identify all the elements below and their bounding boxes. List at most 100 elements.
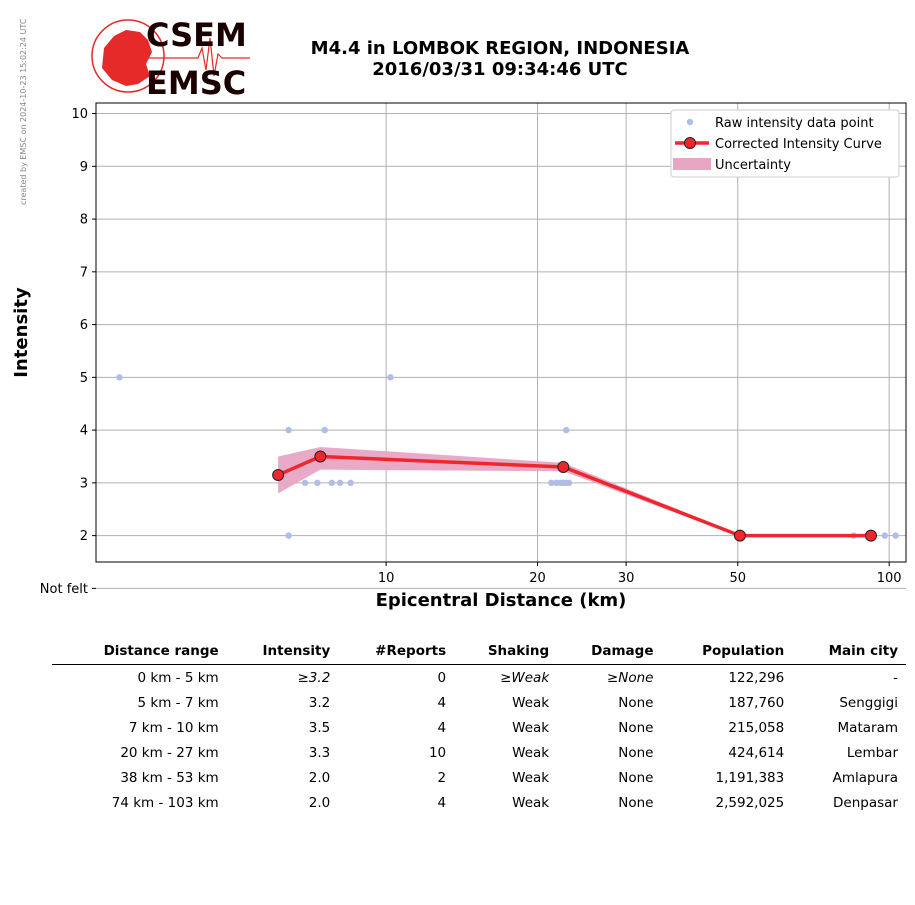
raw-data-point (565, 479, 573, 487)
table-cell: Senggigi (839, 694, 898, 711)
logo-text-csem: CSEM (146, 18, 247, 54)
table-cell: 38 km - 53 km (120, 769, 219, 786)
table-cell: 4 (437, 719, 447, 736)
title-line-1: M4.4 in LOMBOK REGION, INDONESIA (310, 38, 690, 59)
y-tick-label: 9 (80, 160, 88, 175)
table-header-cell: #Reports (338, 640, 455, 665)
table-body: 0 km - 5 km ≥3.2 0 ≥Weak ≥None 122,296 - 5 km -… (52, 665, 906, 816)
legend-swatch-curve-marker (684, 137, 696, 149)
logo-globe-circle (91, 19, 165, 93)
table-header-cell: Intensity (226, 640, 339, 665)
table-cell: None (618, 744, 654, 761)
table-cell: Weak (512, 744, 550, 761)
x-axis-label: Epicentral Distance (km) (376, 590, 627, 611)
x-tick-label: 10 (378, 571, 395, 586)
table-cell: 4 (437, 794, 447, 811)
x-tick-label: 30 (618, 571, 635, 586)
legend-label: Corrected Intensity Curve (715, 137, 882, 152)
raw-data-point (881, 532, 888, 539)
y-tick-label: 5 (80, 371, 88, 386)
x-tick-label: 50 (729, 571, 746, 586)
table-cell: Lembar (846, 744, 898, 761)
y-tick-label: Not felt (40, 582, 88, 597)
y-tick-label: 10 (71, 107, 88, 122)
legend-label: Uncertainty (715, 158, 791, 173)
plot-frame (95, 102, 907, 563)
table-cell: None (618, 769, 654, 786)
table-cell: 1,191,383 (715, 769, 785, 786)
table-header-cell: Damage (557, 640, 662, 665)
raw-data-point (285, 426, 292, 434)
table-header-row: Distance range Intensity #Reports Shaking Da… (52, 640, 906, 665)
raw-data-point (328, 479, 336, 487)
chart-title: M4.4 in LOMBOK REGION, INDONESIA 2016/03… (255, 38, 745, 80)
y-tick-label: 8 (80, 213, 88, 228)
table-cell: 187,760 (728, 694, 785, 711)
table-cell: Amlapura (832, 769, 898, 786)
table-header-cell: Distance range (52, 640, 227, 665)
curve-marker (272, 468, 285, 481)
table-cell: 10 (428, 744, 447, 761)
table-row: 74 km - 103 km 2.0 4 Weak None 2,592,025 Denpa… (52, 790, 906, 815)
table-cell: 2.0 (308, 794, 331, 811)
uncertainty-band (278, 446, 871, 537)
table-cell: Weak (512, 769, 550, 786)
curve-marker (864, 529, 877, 542)
raw-data-point (301, 479, 309, 487)
table-header-cell: Main city (792, 640, 906, 665)
legend-box (670, 109, 900, 178)
table-cell: 424,614 (728, 744, 785, 761)
raw-data-point (892, 532, 899, 539)
raw-data-point (562, 426, 570, 434)
table-cell: None (618, 719, 654, 736)
table-cell: ≥Weak (500, 669, 550, 686)
table-cell: 2,592,025 (715, 794, 785, 811)
table-cell: 122,296 (728, 669, 785, 686)
table-row: 5 km - 7 km 3.2 4 Weak None 187,760 Senggigi (52, 690, 906, 715)
curve-marker (557, 461, 570, 474)
logo-seismogram-line (148, 37, 250, 77)
table-cell: Denpasar (833, 794, 898, 811)
legend-label: Raw intensity data point (715, 116, 874, 131)
table-cell: 0 (437, 669, 447, 686)
raw-data-point (321, 426, 328, 434)
table-cell: 5 km - 7 km (137, 694, 219, 711)
table-cell: 7 km - 10 km (128, 719, 219, 736)
table-cell: Weak (512, 794, 550, 811)
intensity-summary-table: Distance range Intensity #Reports Shaking Da… (52, 640, 906, 815)
table-cell: Weak (512, 694, 550, 711)
table-header-cell: Population (661, 640, 793, 665)
table-cell: None (618, 694, 654, 711)
legend-swatch-uncertainty (673, 158, 711, 170)
y-tick-label: 2 (80, 529, 88, 544)
y-tick-label: 4 (80, 424, 88, 439)
table-row: 38 km - 53 km 2.0 2 Weak None 1,191,383 Amlapu… (52, 765, 906, 790)
logo-map-shape (102, 30, 152, 86)
y-tick-label: 3 (80, 476, 88, 491)
raw-data-point (314, 479, 321, 487)
curve-marker (733, 529, 746, 542)
table-row: 7 km - 10 km 3.5 4 Weak None 215,058 Mataram (52, 715, 906, 740)
table-cell: ≥3.2 (297, 669, 331, 686)
title-line-2: 2016/03/31 09:34:46 UTC (372, 59, 628, 80)
csem-emsc-logo: CSEM EMSC (91, 18, 250, 98)
x-tick-label: 20 (529, 571, 546, 586)
raw-data-point (548, 479, 555, 487)
table-cell: 3.2 (308, 694, 331, 711)
table-cell: None (618, 794, 654, 811)
table-cell: 4 (437, 694, 447, 711)
raw-data-point (336, 479, 344, 487)
table-cell: 215,058 (728, 719, 785, 736)
logo-text-emsc: EMSC (146, 64, 246, 98)
table-cell: 3.5 (308, 719, 331, 736)
legend-swatch-raw (686, 118, 694, 126)
table-cell: 20 km - 27 km (120, 744, 219, 761)
intensity-chart: Not felt 2 3 4 5 6 7 8 9 10 10 20 30 50 100 Epicentral … (11, 102, 907, 611)
raw-data-point (116, 374, 123, 381)
raw-data-point (387, 374, 394, 381)
table-row: 20 km - 27 km 3.3 10 Weak None 424,614 Lembar (52, 740, 906, 765)
y-tick-label: 6 (80, 318, 88, 333)
table-cell: 0 km - 5 km (137, 669, 219, 686)
table-cell: 74 km - 103 km (111, 794, 219, 811)
table-cell: - (893, 669, 898, 686)
